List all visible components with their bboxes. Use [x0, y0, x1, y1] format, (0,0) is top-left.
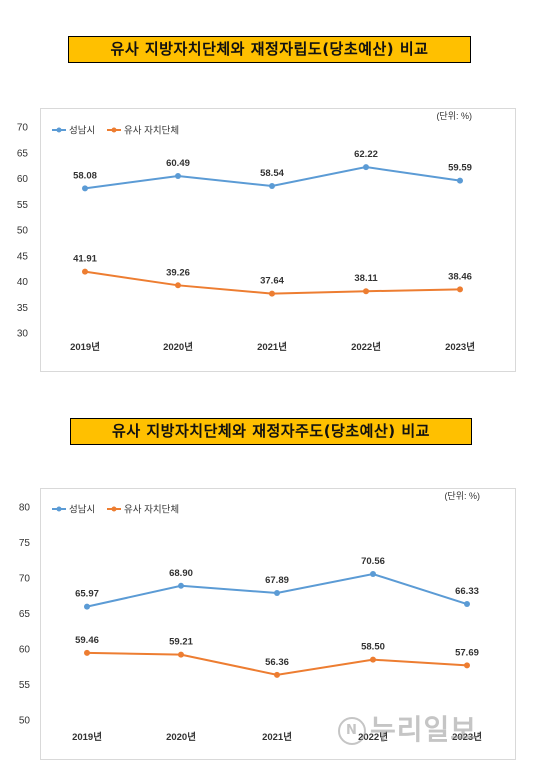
data-point: [82, 268, 88, 275]
x-tick-label: 2019년: [70, 341, 100, 353]
x-tick-label: 2023년: [445, 341, 475, 353]
legend-entry: 유사 자치단체: [124, 125, 179, 137]
x-tick-label: 2023년: [452, 731, 482, 743]
data-label: 59.21: [169, 637, 193, 648]
watermark-logo: N: [338, 717, 366, 745]
chart-2-frame: [40, 488, 516, 760]
x-tick-label: 2022년: [351, 341, 381, 353]
data-label: 58.54: [260, 168, 284, 179]
data-point: [84, 649, 90, 656]
data-label: 59.46: [75, 635, 99, 646]
legend-swatch-marker: [111, 506, 117, 512]
y-tick-label: 40: [17, 277, 29, 288]
data-point: [370, 656, 376, 663]
y-tick-label: 65: [19, 609, 31, 620]
data-point: [269, 290, 275, 297]
unit-label: (단위: %): [436, 111, 472, 121]
y-tick-label: 70: [19, 574, 31, 585]
data-label: 38.46: [448, 271, 472, 282]
data-point: [363, 288, 369, 295]
unit-label: (단위: %): [444, 491, 480, 501]
data-label: 60.49: [166, 158, 190, 169]
legend-swatch-marker: [56, 127, 62, 133]
y-tick-label: 80: [19, 503, 31, 514]
data-label: 58.08: [73, 170, 97, 181]
data-point: [84, 603, 90, 610]
legend-entry: 유사 자치단체: [124, 504, 179, 516]
chart-1-title: 유사 지방자치단체와 재정자립도(당초예산) 비교: [68, 36, 471, 63]
data-point: [269, 183, 275, 190]
legend-entry: 성남시: [69, 505, 95, 516]
legend-swatch-marker: [111, 127, 117, 133]
x-tick-label: 2020년: [163, 341, 193, 353]
data-point: [178, 651, 184, 658]
data-point: [457, 177, 463, 184]
legend-entry: 성남시: [69, 126, 95, 137]
x-tick-label: 2021년: [257, 341, 287, 353]
data-point: [370, 571, 376, 578]
data-point: [274, 671, 280, 678]
x-tick-label: 2019년: [72, 731, 102, 743]
data-label: 37.64: [260, 276, 284, 287]
chart-1-frame: [40, 108, 516, 372]
data-label: 62.22: [354, 149, 378, 160]
data-point: [175, 282, 181, 289]
data-point: [457, 286, 463, 293]
data-point: [82, 185, 88, 192]
data-label: 57.69: [455, 647, 479, 658]
data-label: 70.56: [361, 556, 385, 567]
data-point: [464, 601, 470, 608]
data-point: [464, 662, 470, 669]
data-label: 38.11: [354, 273, 378, 284]
data-label: 39.26: [166, 267, 190, 278]
watermark: N 누리일보: [338, 708, 477, 748]
x-tick-label: 2021년: [262, 731, 292, 743]
y-tick-label: 35: [17, 303, 29, 314]
y-tick-label: 50: [19, 716, 31, 727]
y-tick-label: 55: [19, 680, 31, 691]
data-label: 66.33: [455, 586, 479, 597]
y-tick-label: 50: [17, 226, 29, 237]
data-label: 58.50: [361, 642, 385, 653]
data-label: 41.91: [73, 254, 97, 265]
data-point: [175, 172, 181, 179]
y-tick-label: 65: [17, 148, 29, 159]
x-tick-label: 2020년: [166, 731, 196, 743]
data-label: 56.36: [265, 657, 289, 668]
legend-swatch-marker: [56, 506, 62, 512]
y-tick-label: 60: [19, 645, 31, 656]
data-point: [274, 589, 280, 596]
y-tick-label: 30: [17, 329, 29, 340]
y-tick-label: 55: [17, 200, 29, 211]
y-tick-label: 70: [17, 123, 29, 134]
y-tick-label: 45: [17, 251, 29, 262]
data-point: [178, 582, 184, 589]
watermark-text: 누리일보: [370, 713, 478, 746]
data-label: 67.89: [265, 575, 289, 586]
data-label: 65.97: [75, 589, 99, 600]
data-label: 68.90: [169, 568, 193, 579]
y-tick-label: 75: [19, 538, 31, 549]
chart-2-title: 유사 지방자치단체와 재정자주도(당초예산) 비교: [70, 418, 472, 445]
data-point: [363, 164, 369, 171]
data-label: 59.59: [448, 163, 472, 174]
y-tick-label: 60: [17, 174, 29, 185]
